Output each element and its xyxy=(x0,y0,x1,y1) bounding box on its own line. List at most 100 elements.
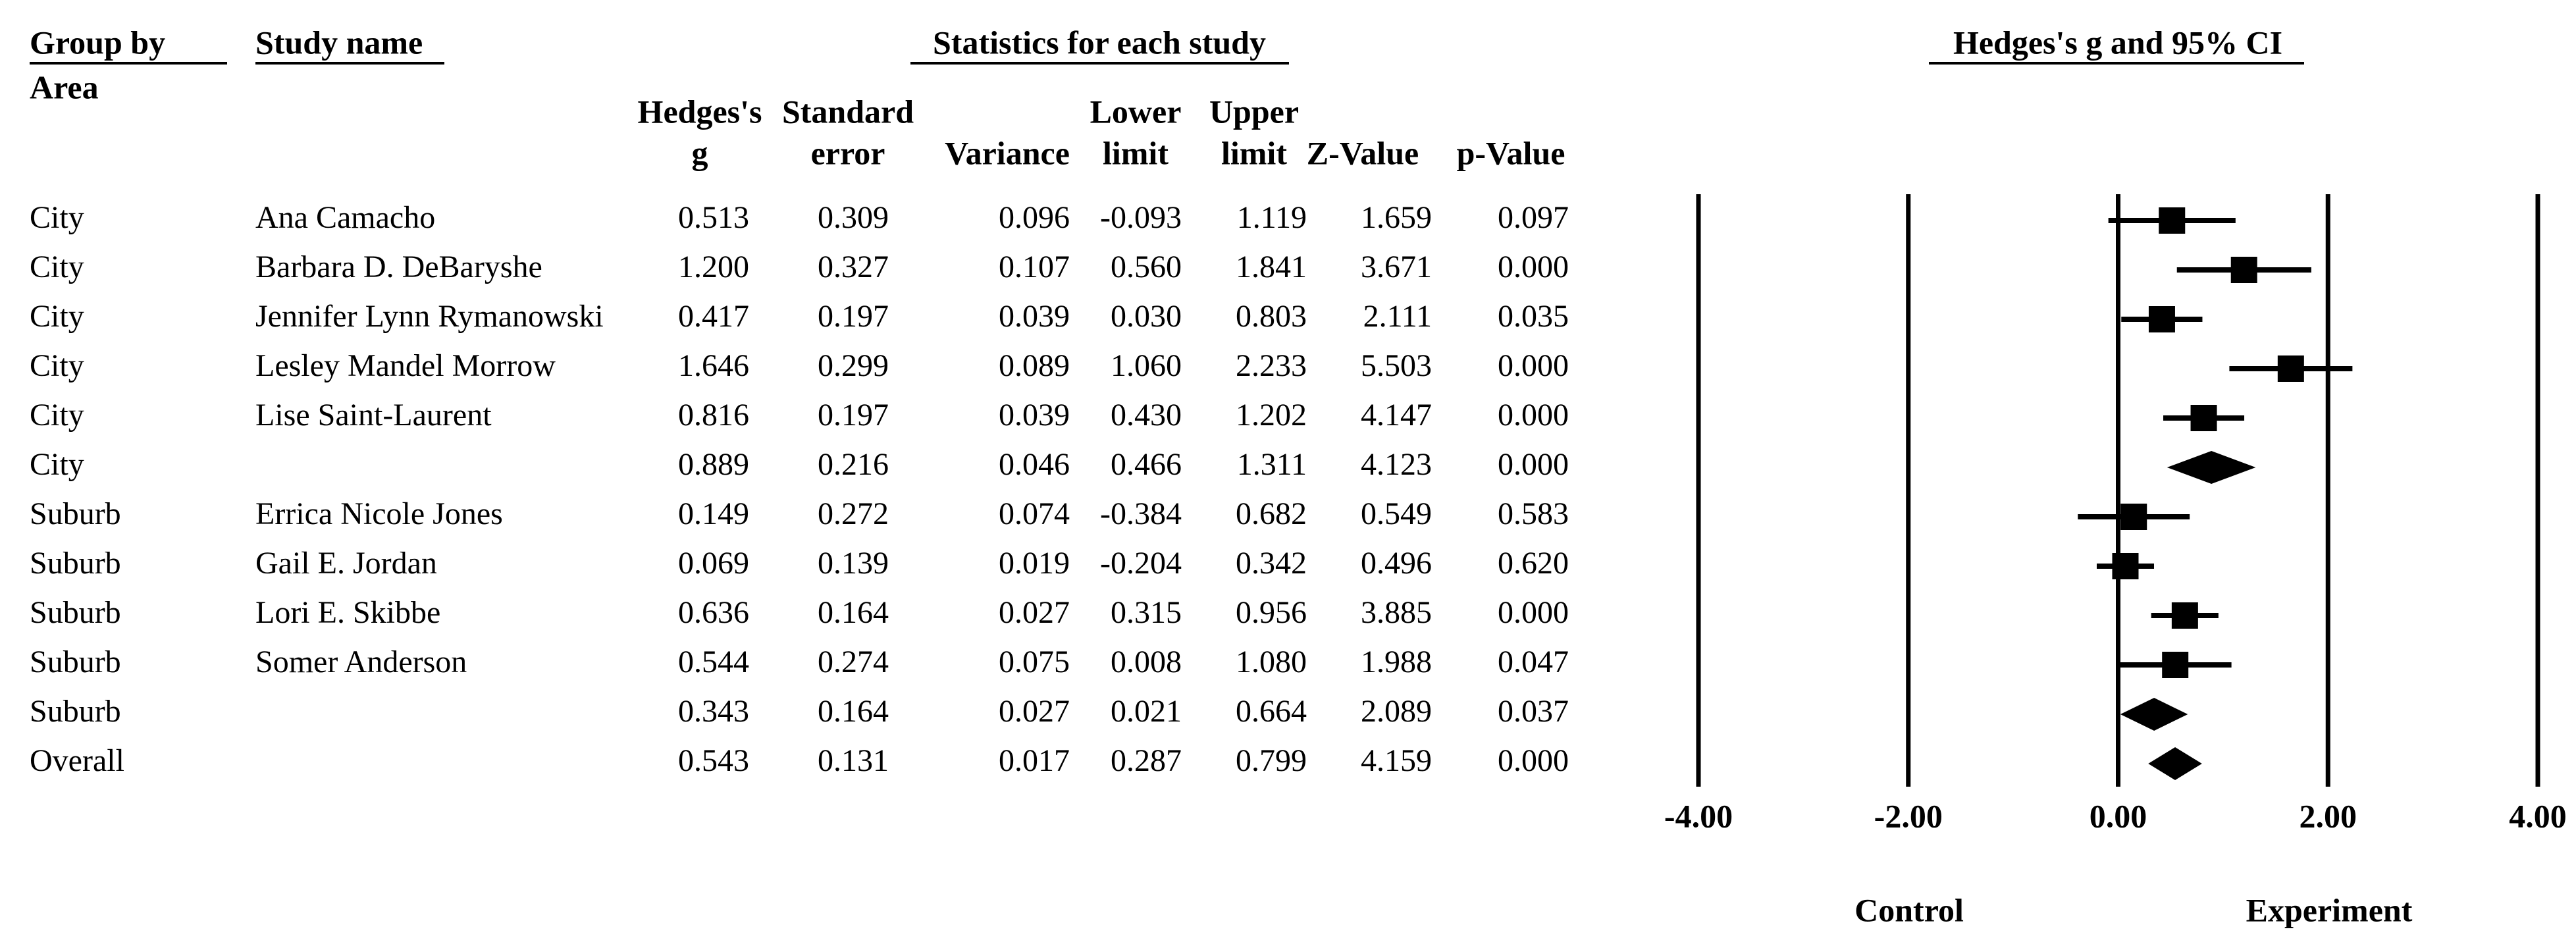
chart-title: Hedges's g and 95% CI xyxy=(1953,24,2282,61)
study-label: Somer Anderson xyxy=(255,644,467,679)
section-title: Statistics for each study xyxy=(933,24,1266,61)
group-header: Area xyxy=(30,68,99,105)
stat-value: 3.885 xyxy=(1361,595,1432,630)
study-label: Lori E. Skibbe xyxy=(255,595,440,630)
stat-value: 0.164 xyxy=(818,595,889,630)
stat-value: 0.021 xyxy=(1111,694,1182,729)
stat-value: 0.287 xyxy=(1111,743,1182,778)
column-header: Variance xyxy=(945,134,1070,171)
stat-value: 0.327 xyxy=(818,250,889,284)
effect-square xyxy=(2112,553,2139,579)
stat-value: 1.060 xyxy=(1111,348,1182,383)
stat-value: 0.544 xyxy=(678,644,749,679)
stat-value: 0.039 xyxy=(999,398,1070,433)
stat-value: 0.000 xyxy=(1498,595,1569,630)
study-label: Ana Camacho xyxy=(255,200,435,235)
stat-value: 0.197 xyxy=(818,299,889,334)
stat-value: 1.311 xyxy=(1237,447,1307,482)
stat-value: 0.030 xyxy=(1111,299,1182,334)
study-label: Jennifer Lynn Rymanowski xyxy=(255,299,604,334)
effect-square xyxy=(2148,306,2175,332)
stat-value: 0.620 xyxy=(1498,546,1569,581)
study-label: Barbara D. DeBaryshe xyxy=(255,250,542,284)
column-header: error xyxy=(811,134,885,171)
column-header: Standard xyxy=(782,93,914,130)
stat-value: 0.037 xyxy=(1498,694,1569,729)
axis-label: Control xyxy=(1854,891,1964,928)
stat-value: 0.664 xyxy=(1236,694,1307,729)
study-label: Gail E. Jordan xyxy=(255,546,437,581)
stat-value: 0.417 xyxy=(678,299,749,334)
stat-value: 0.074 xyxy=(999,496,1070,531)
stat-value: 0.342 xyxy=(1236,546,1307,581)
x-tick-label: 0.00 xyxy=(2090,797,2147,834)
study-label: Lesley Mandel Morrow xyxy=(255,348,556,383)
stat-value: 0.027 xyxy=(999,595,1070,630)
effect-square xyxy=(2159,207,2186,234)
stat-value: 5.503 xyxy=(1361,348,1432,383)
stat-value: 1.841 xyxy=(1236,250,1307,284)
effect-square xyxy=(2190,405,2217,431)
stat-value: 0.799 xyxy=(1236,743,1307,778)
stat-value: 4.123 xyxy=(1361,447,1432,482)
group-label: Suburb xyxy=(30,595,121,630)
effect-square xyxy=(2120,504,2147,530)
stat-value: 0.164 xyxy=(818,694,889,729)
group-header: Group by xyxy=(30,24,165,61)
x-tick-label: -4.00 xyxy=(1664,797,1733,834)
stat-value: 0.039 xyxy=(999,299,1070,334)
column-header: p-Value xyxy=(1457,134,1565,171)
stat-value: 0.197 xyxy=(818,398,889,433)
group-label: Suburb xyxy=(30,496,121,531)
x-tick-label: 2.00 xyxy=(2300,797,2357,834)
group-label: City xyxy=(30,447,84,482)
stat-value: 0.343 xyxy=(678,694,749,729)
stat-value: 0.027 xyxy=(999,694,1070,729)
stat-value: 0.046 xyxy=(999,447,1070,482)
stat-value: 0.097 xyxy=(1498,200,1569,235)
stat-value: -0.204 xyxy=(1100,546,1182,581)
stat-value: 0.047 xyxy=(1498,644,1569,679)
stat-value: 0.019 xyxy=(999,546,1070,581)
summary-diamond xyxy=(2167,451,2256,484)
stat-value: 2.089 xyxy=(1361,694,1432,729)
stat-value: 0.096 xyxy=(999,200,1070,235)
column-header: Hedges's xyxy=(638,93,762,130)
stat-value: 0.107 xyxy=(999,250,1070,284)
stat-value: -0.093 xyxy=(1100,200,1182,235)
summary-diamond xyxy=(2120,698,2188,731)
study-label: Errica Nicole Jones xyxy=(255,496,503,531)
stat-value: 0.000 xyxy=(1498,743,1569,778)
stat-value: 1.659 xyxy=(1361,200,1432,235)
stat-value: 0.496 xyxy=(1361,546,1432,581)
group-label: Suburb xyxy=(30,694,121,729)
stat-value: 0.315 xyxy=(1111,595,1182,630)
column-header: Lower xyxy=(1090,93,1182,130)
stat-value: 0.216 xyxy=(818,447,889,482)
group-label: City xyxy=(30,250,84,284)
stat-value: 0.000 xyxy=(1498,348,1569,383)
stat-value: 0.274 xyxy=(818,644,889,679)
stat-value: 0.000 xyxy=(1498,398,1569,433)
stat-value: 0.309 xyxy=(818,200,889,235)
stat-value: 0.075 xyxy=(999,644,1070,679)
stat-value: 1.202 xyxy=(1236,398,1307,433)
column-header: limit xyxy=(1221,134,1287,171)
stat-value: 0.272 xyxy=(818,496,889,531)
group-label: City xyxy=(30,299,84,334)
stat-value: 1.119 xyxy=(1237,200,1307,235)
stat-value: 4.147 xyxy=(1361,398,1432,433)
stat-value: 0.466 xyxy=(1111,447,1182,482)
stat-value: 0.682 xyxy=(1236,496,1307,531)
stat-value: 4.159 xyxy=(1361,743,1432,778)
effect-square xyxy=(2277,355,2304,382)
effect-square xyxy=(2230,257,2257,283)
stat-value: 1.200 xyxy=(678,250,749,284)
group-label: Suburb xyxy=(30,546,121,581)
group-label: Overall xyxy=(30,743,124,778)
group-label: City xyxy=(30,200,84,235)
summary-diamond xyxy=(2148,747,2202,780)
stat-value: 1.988 xyxy=(1361,644,1432,679)
effect-square xyxy=(2171,602,2198,629)
